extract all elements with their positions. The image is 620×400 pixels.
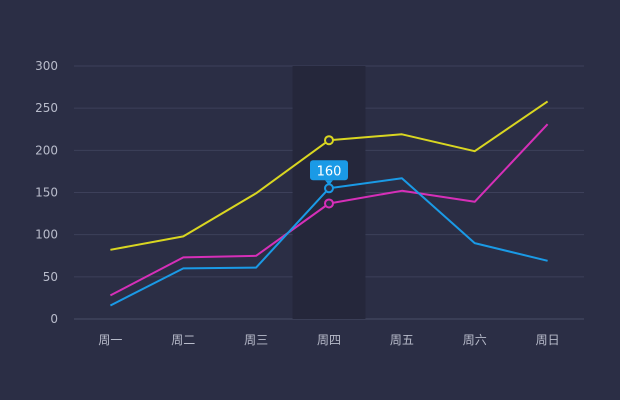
tooltip-box (310, 160, 348, 181)
x-axis-ticks: 周一 周二 周三 周四 周五 周六 周日 (98, 333, 559, 347)
y-tick-label: 50 (43, 270, 58, 284)
hover-marker (324, 135, 334, 146)
y-tick-label: 200 (35, 143, 58, 157)
y-tick-label: 150 (35, 186, 58, 200)
y-tick-label: 250 (35, 101, 58, 115)
tooltip-value: 160 (317, 164, 342, 179)
x-tick-label: 周六 (463, 333, 487, 347)
hover-marker (324, 183, 334, 194)
hover-marker (324, 198, 334, 209)
x-tick-label: 周三 (244, 333, 268, 347)
x-tick-label: 周五 (390, 333, 414, 347)
y-tick-label: 0 (50, 312, 58, 326)
hover-markers (324, 135, 334, 209)
x-tick-label: 周四 (317, 333, 341, 347)
x-tick-label: 周二 (171, 333, 195, 347)
tooltip-pointer (325, 180, 333, 186)
y-tick-label: 100 (35, 228, 58, 242)
y-tick-label: 300 (35, 59, 58, 73)
tooltip: 160 (310, 160, 348, 186)
x-tick-label: 周一 (98, 333, 122, 347)
y-axis-ticks: 0 50 100 150 200 250 300 (35, 59, 58, 326)
x-tick-label: 周日 (536, 333, 560, 347)
